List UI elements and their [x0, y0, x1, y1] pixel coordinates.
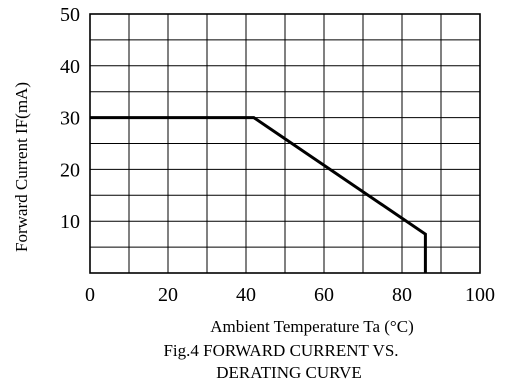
- x-tick-label: 60: [314, 284, 334, 306]
- y-tick-label: 10: [60, 211, 80, 233]
- x-tick-label: 100: [465, 284, 495, 306]
- y-tick-label: 20: [60, 159, 80, 181]
- grid-layer: [90, 14, 480, 273]
- y-tick-label: 50: [60, 4, 80, 26]
- x-axis-label: Ambient Temperature Ta (°C): [210, 317, 413, 336]
- x-tick-label: 40: [236, 284, 256, 306]
- y-axis-label: Forward Current IF(mA): [12, 82, 31, 252]
- figure-caption-line-1: Fig.4 FORWARD CURRENT VS.: [163, 341, 398, 360]
- y-tick-labels: 10 20 30 40 50: [60, 4, 80, 233]
- y-tick-label: 40: [60, 56, 80, 78]
- x-tick-label: 20: [158, 284, 178, 306]
- plot-frame: [89, 13, 481, 274]
- figure-caption-line-2: DERATING CURVE: [216, 363, 362, 382]
- y-tick-label: 30: [60, 108, 80, 130]
- x-tick-labels: 0 20 40 60 80 100: [85, 284, 495, 306]
- x-tick-label: 0: [85, 284, 95, 306]
- series-layer: [89, 116, 427, 274]
- derating-curve-line: [90, 116, 427, 273]
- x-tick-label: 80: [392, 284, 412, 306]
